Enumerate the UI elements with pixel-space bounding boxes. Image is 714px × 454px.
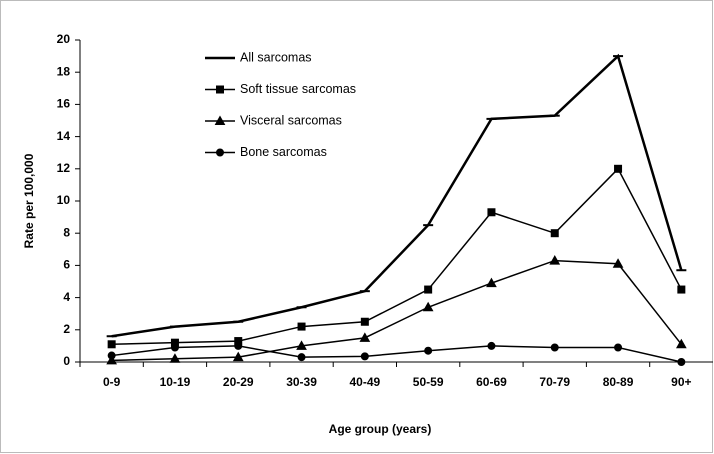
x-tick-label: 30-39 [286, 375, 317, 389]
y-tick-label: 4 [63, 290, 70, 304]
x-tick-label: 10-19 [160, 375, 191, 389]
y-tick-label: 6 [63, 258, 70, 272]
y-tick-label: 0 [63, 354, 70, 368]
series-line [111, 345, 682, 363]
y-tick-label: 14 [57, 129, 71, 143]
series-line [111, 259, 682, 362]
marker [297, 322, 306, 331]
legend-label: Bone sarcomas [240, 145, 327, 159]
marker [424, 346, 433, 355]
x-tick-label: 0-9 [103, 375, 121, 389]
y-tick-label: 8 [63, 225, 70, 239]
x-tick-label: 70-79 [539, 375, 570, 389]
series-line [111, 53, 683, 338]
legend: All sarcomas Soft tissue sarcomas Visceral… [205, 50, 356, 159]
y-tick-label: 2 [63, 322, 70, 336]
y-tick-label: 16 [57, 97, 71, 111]
marker [360, 352, 369, 361]
marker [549, 255, 561, 265]
marker [359, 332, 371, 342]
marker [360, 317, 369, 326]
marker [234, 341, 243, 350]
x-tick-label: 40-49 [349, 375, 380, 389]
x-tick-label: 80-89 [603, 375, 634, 389]
legend-label: Soft tissue sarcomas [240, 82, 356, 96]
marker [614, 164, 623, 173]
y-axis-label: Rate per 100,000 [22, 153, 36, 248]
marker [550, 229, 559, 238]
marker [214, 115, 226, 125]
marker [612, 258, 624, 268]
marker [675, 338, 687, 349]
marker [170, 343, 179, 352]
y-tick-label: 12 [57, 161, 71, 175]
marker [106, 354, 118, 365]
y-tick-label: 18 [57, 64, 71, 78]
marker [107, 340, 116, 349]
marker [422, 301, 434, 312]
marker [296, 340, 307, 350]
x-tick-label: 90+ [671, 375, 691, 389]
legend-label: All sarcomas [240, 50, 312, 64]
marker [216, 148, 224, 157]
marker [677, 285, 686, 294]
marker [487, 341, 496, 350]
series-line [111, 167, 683, 346]
x-tick-label: 60-69 [476, 375, 507, 389]
x-tick-label: 50-59 [413, 375, 444, 389]
marker [297, 353, 306, 362]
marker [232, 351, 244, 362]
marker [424, 285, 433, 294]
marker [216, 85, 224, 94]
marker [169, 353, 181, 363]
marker [677, 358, 686, 366]
y-tick-label: 10 [57, 193, 71, 207]
marker [486, 277, 497, 288]
marker [107, 351, 116, 360]
marker [487, 208, 496, 217]
legend-label: Visceral sarcomas [240, 113, 342, 127]
marker [614, 343, 623, 352]
x-tick-label: 20-29 [223, 375, 254, 389]
x-axis-label: Age group (years) [329, 422, 432, 436]
marker [550, 343, 559, 352]
y-tick-label: 20 [57, 32, 71, 46]
